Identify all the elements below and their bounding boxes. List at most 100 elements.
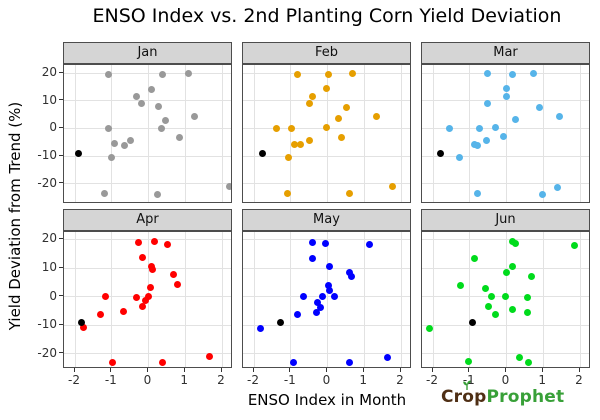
y-tick-label: 10 — [41, 92, 57, 107]
gridline-horizontal — [64, 127, 231, 129]
data-point — [97, 310, 105, 318]
highlight-point — [436, 149, 444, 157]
gridline-vertical — [253, 65, 255, 202]
x-tick-label: -1 — [462, 373, 475, 387]
facet-label-may: May — [313, 212, 340, 227]
x-tick-label: 0 — [501, 373, 510, 387]
y-tick-mark — [59, 154, 63, 156]
data-point — [524, 309, 532, 317]
data-point — [173, 281, 181, 289]
data-point — [325, 286, 333, 294]
gridline-vertical — [469, 232, 471, 367]
data-point — [455, 154, 463, 162]
data-point — [155, 102, 163, 110]
highlight-point — [258, 149, 266, 157]
facet-panel-jun — [421, 231, 590, 368]
data-point — [348, 70, 356, 77]
data-point — [325, 70, 333, 78]
x-tick-mark — [362, 368, 364, 372]
y-tick-mark — [59, 182, 63, 184]
data-point — [525, 358, 532, 366]
data-point — [161, 116, 169, 124]
data-point — [515, 353, 523, 361]
gridline-vertical — [290, 65, 292, 202]
y-tick-label: -20 — [37, 175, 57, 190]
data-point — [570, 241, 578, 249]
data-point — [492, 123, 500, 131]
data-point — [175, 134, 183, 141]
data-point — [147, 262, 155, 270]
data-point — [132, 293, 140, 301]
logo-text-prophet: Prophet — [486, 387, 565, 407]
gridline-horizontal — [422, 100, 589, 102]
data-point — [110, 140, 118, 148]
data-point — [366, 241, 374, 249]
gridline-vertical — [74, 232, 76, 367]
data-point — [157, 124, 165, 132]
data-point — [388, 183, 396, 191]
highlight-point — [77, 319, 85, 327]
data-point — [492, 310, 499, 318]
data-point — [538, 190, 546, 198]
x-tick-label: -1 — [104, 373, 117, 387]
data-point — [134, 239, 142, 247]
gridline-horizontal — [64, 353, 231, 355]
data-point — [133, 92, 141, 100]
y-axis-title: Yield Deviation from Trend (%) — [6, 101, 24, 331]
x-axis-title: ENSO Index in Month — [247, 391, 407, 409]
data-point — [256, 324, 264, 332]
gridline-vertical — [400, 65, 402, 202]
x-tick-mark — [289, 368, 291, 372]
data-point — [151, 237, 159, 245]
gridline-horizontal — [243, 238, 410, 240]
gridline-vertical — [148, 65, 149, 202]
data-point — [343, 104, 351, 111]
gridline-vertical — [363, 65, 365, 202]
data-point — [503, 269, 510, 277]
y-tick-label: -10 — [37, 317, 57, 332]
gridline-vertical — [579, 65, 581, 202]
facet-label-apr: Apr — [136, 212, 159, 227]
data-point — [483, 136, 491, 144]
gridline-horizontal — [243, 100, 410, 102]
data-point — [502, 292, 510, 300]
data-point — [334, 115, 342, 123]
gridline-vertical — [579, 232, 581, 367]
x-tick-label: -2 — [247, 373, 259, 387]
gridline-horizontal — [64, 183, 231, 185]
data-point — [474, 190, 482, 197]
data-point — [153, 190, 161, 198]
gridline-horizontal — [64, 155, 231, 157]
data-point — [138, 302, 146, 310]
highlight-point — [75, 149, 83, 157]
data-point — [484, 302, 492, 310]
x-tick-mark — [399, 368, 401, 372]
data-point — [313, 309, 320, 317]
x-tick-mark — [578, 368, 580, 372]
gridline-horizontal — [422, 155, 589, 157]
data-point — [316, 303, 324, 311]
y-tick-mark — [59, 323, 63, 325]
x-tick-mark — [505, 368, 506, 372]
data-point — [470, 254, 478, 262]
data-point — [527, 273, 535, 281]
data-point — [508, 237, 516, 245]
data-point — [102, 293, 109, 301]
x-tick-mark — [252, 368, 254, 372]
gridline-horizontal — [243, 296, 410, 298]
data-point — [511, 115, 519, 123]
data-point — [348, 273, 356, 281]
data-point — [148, 266, 156, 274]
highlight-point — [276, 319, 284, 327]
gridline-horizontal — [243, 353, 410, 355]
x-tick-mark — [147, 368, 148, 372]
data-point — [145, 293, 153, 301]
x-tick-label: 1 — [180, 373, 188, 387]
x-tick-mark — [73, 368, 75, 372]
gridline-vertical — [542, 232, 544, 367]
data-point — [524, 294, 532, 302]
data-point — [322, 85, 330, 93]
data-point — [142, 296, 150, 304]
gridline-vertical — [221, 65, 223, 202]
